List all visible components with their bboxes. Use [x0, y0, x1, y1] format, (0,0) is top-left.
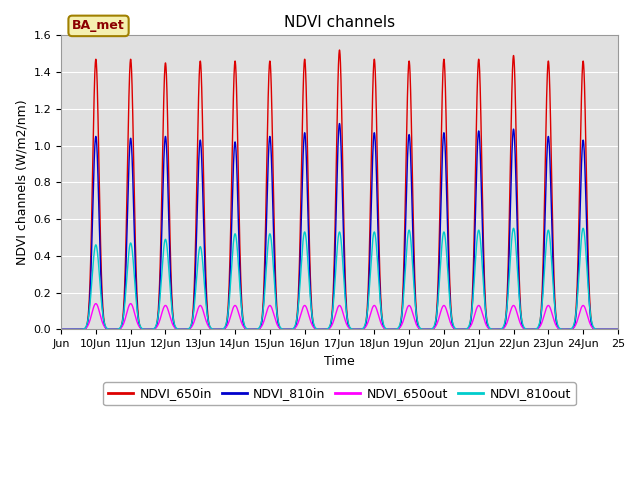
NDVI_810in — [335, 120, 343, 126]
NDVI_810out — [552, 312, 559, 318]
Line: NDVI_810out: NDVI_810out — [61, 228, 618, 329]
NDVI_810in — [514, 257, 522, 263]
NDVI_810in — [552, 315, 559, 321]
NDVI_650out — [113, 326, 120, 332]
X-axis label: Time: Time — [324, 355, 355, 368]
NDVI_810out — [592, 326, 600, 332]
NDVI_650in — [198, 89, 205, 95]
NDVI_810in — [614, 326, 622, 332]
NDVI_650out — [614, 326, 622, 332]
NDVI_810out — [614, 326, 622, 332]
NDVI_650in — [500, 322, 508, 328]
NDVI_650out — [552, 322, 559, 328]
NDVI_810in — [500, 323, 508, 329]
NDVI_650out — [92, 301, 100, 307]
Line: NDVI_650out: NDVI_650out — [61, 304, 618, 329]
NDVI_810out — [514, 277, 522, 283]
NDVI_650in — [57, 326, 65, 332]
NDVI_650in — [614, 326, 622, 332]
NDVI_650in — [592, 326, 600, 332]
NDVI_650in — [552, 310, 559, 316]
NDVI_650out — [500, 324, 508, 330]
Line: NDVI_810in: NDVI_810in — [61, 123, 618, 329]
NDVI_650in — [514, 231, 522, 237]
NDVI_650in — [113, 326, 120, 332]
NDVI_810out — [500, 321, 508, 326]
NDVI_810in — [198, 159, 205, 165]
NDVI_650out — [592, 326, 600, 332]
NDVI_810out — [198, 251, 205, 256]
NDVI_810out — [113, 326, 120, 332]
NDVI_810out — [57, 326, 65, 332]
NDVI_650out — [57, 326, 65, 332]
Legend: NDVI_650in, NDVI_810in, NDVI_650out, NDVI_810out: NDVI_650in, NDVI_810in, NDVI_650out, NDV… — [103, 383, 576, 406]
Line: NDVI_650in: NDVI_650in — [61, 50, 618, 329]
NDVI_650out — [514, 314, 522, 320]
NDVI_810in — [113, 326, 120, 332]
NDVI_810in — [57, 326, 65, 332]
Y-axis label: NDVI channels (W/m2/nm): NDVI channels (W/m2/nm) — [15, 99, 28, 265]
Text: BA_met: BA_met — [72, 19, 125, 32]
NDVI_810in — [592, 326, 600, 332]
NDVI_810out — [579, 226, 587, 231]
NDVI_650out — [198, 304, 205, 310]
Title: NDVI channels: NDVI channels — [284, 15, 395, 30]
NDVI_650in — [335, 47, 343, 53]
